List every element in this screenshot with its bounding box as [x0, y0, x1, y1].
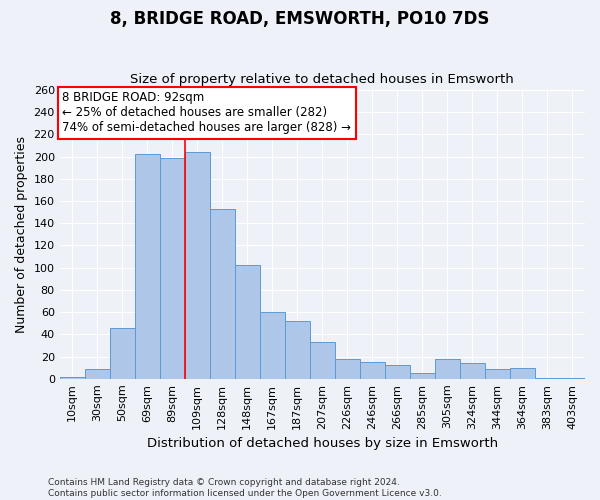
- Bar: [485, 369, 510, 379]
- Bar: [59, 376, 85, 379]
- Bar: [360, 362, 385, 379]
- Title: Size of property relative to detached houses in Emsworth: Size of property relative to detached ho…: [130, 73, 514, 86]
- Bar: [335, 359, 360, 379]
- Y-axis label: Number of detached properties: Number of detached properties: [15, 136, 28, 333]
- X-axis label: Distribution of detached houses by size in Emsworth: Distribution of detached houses by size …: [147, 437, 498, 450]
- Bar: [185, 152, 210, 379]
- Text: 8, BRIDGE ROAD, EMSWORTH, PO10 7DS: 8, BRIDGE ROAD, EMSWORTH, PO10 7DS: [110, 10, 490, 28]
- Bar: [135, 154, 160, 379]
- Bar: [560, 378, 585, 379]
- Bar: [310, 342, 335, 379]
- Bar: [235, 266, 260, 379]
- Bar: [460, 364, 485, 379]
- Bar: [410, 374, 435, 379]
- Bar: [535, 378, 560, 379]
- Bar: [110, 328, 135, 379]
- Bar: [385, 366, 410, 379]
- Bar: [285, 321, 310, 379]
- Bar: [260, 312, 285, 379]
- Bar: [210, 209, 235, 379]
- Bar: [160, 158, 185, 379]
- Bar: [85, 369, 110, 379]
- Bar: [435, 359, 460, 379]
- Text: Contains HM Land Registry data © Crown copyright and database right 2024.
Contai: Contains HM Land Registry data © Crown c…: [48, 478, 442, 498]
- Bar: [510, 368, 535, 379]
- Text: 8 BRIDGE ROAD: 92sqm
← 25% of detached houses are smaller (282)
74% of semi-deta: 8 BRIDGE ROAD: 92sqm ← 25% of detached h…: [62, 92, 351, 134]
